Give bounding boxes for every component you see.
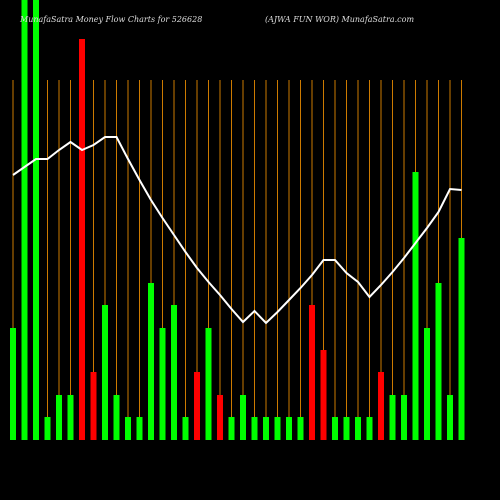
bar xyxy=(274,417,281,440)
bar xyxy=(217,395,223,440)
chart-title: MunafaSatra Money Flow Charts for 526628 xyxy=(19,15,202,24)
bar xyxy=(56,395,62,440)
bar xyxy=(228,417,235,440)
bar xyxy=(343,417,350,440)
bar xyxy=(286,417,292,440)
bar xyxy=(205,328,212,440)
bar xyxy=(412,172,419,440)
bar xyxy=(320,350,327,440)
bar xyxy=(389,395,396,440)
bar xyxy=(424,328,430,440)
bar xyxy=(148,283,154,440)
bar xyxy=(447,395,453,440)
bar xyxy=(251,417,258,440)
bar xyxy=(125,417,131,440)
bar xyxy=(458,238,465,440)
bar xyxy=(297,417,304,440)
bar xyxy=(182,417,189,440)
bar xyxy=(263,417,269,440)
money-flow-line xyxy=(12,136,462,325)
chart-subtitle: (AJWA FUN WOR) MunafaSatra.com xyxy=(265,15,414,24)
bar xyxy=(113,395,120,440)
bar xyxy=(401,395,407,440)
bar xyxy=(240,395,246,440)
bar xyxy=(102,305,108,440)
bar xyxy=(366,417,373,440)
bar xyxy=(159,328,166,440)
bar xyxy=(378,372,384,440)
bar xyxy=(136,417,143,440)
bar xyxy=(309,305,315,440)
bar xyxy=(194,372,200,440)
bar xyxy=(10,328,16,440)
line-layer xyxy=(12,136,462,325)
bar xyxy=(79,39,85,440)
bar xyxy=(21,0,28,440)
bar xyxy=(171,305,177,440)
bar xyxy=(33,0,39,440)
bar xyxy=(67,395,74,440)
bar xyxy=(90,372,97,440)
bar xyxy=(44,417,51,440)
bar xyxy=(355,417,361,440)
bars xyxy=(10,0,465,440)
bar xyxy=(435,283,442,440)
bar xyxy=(332,417,338,440)
